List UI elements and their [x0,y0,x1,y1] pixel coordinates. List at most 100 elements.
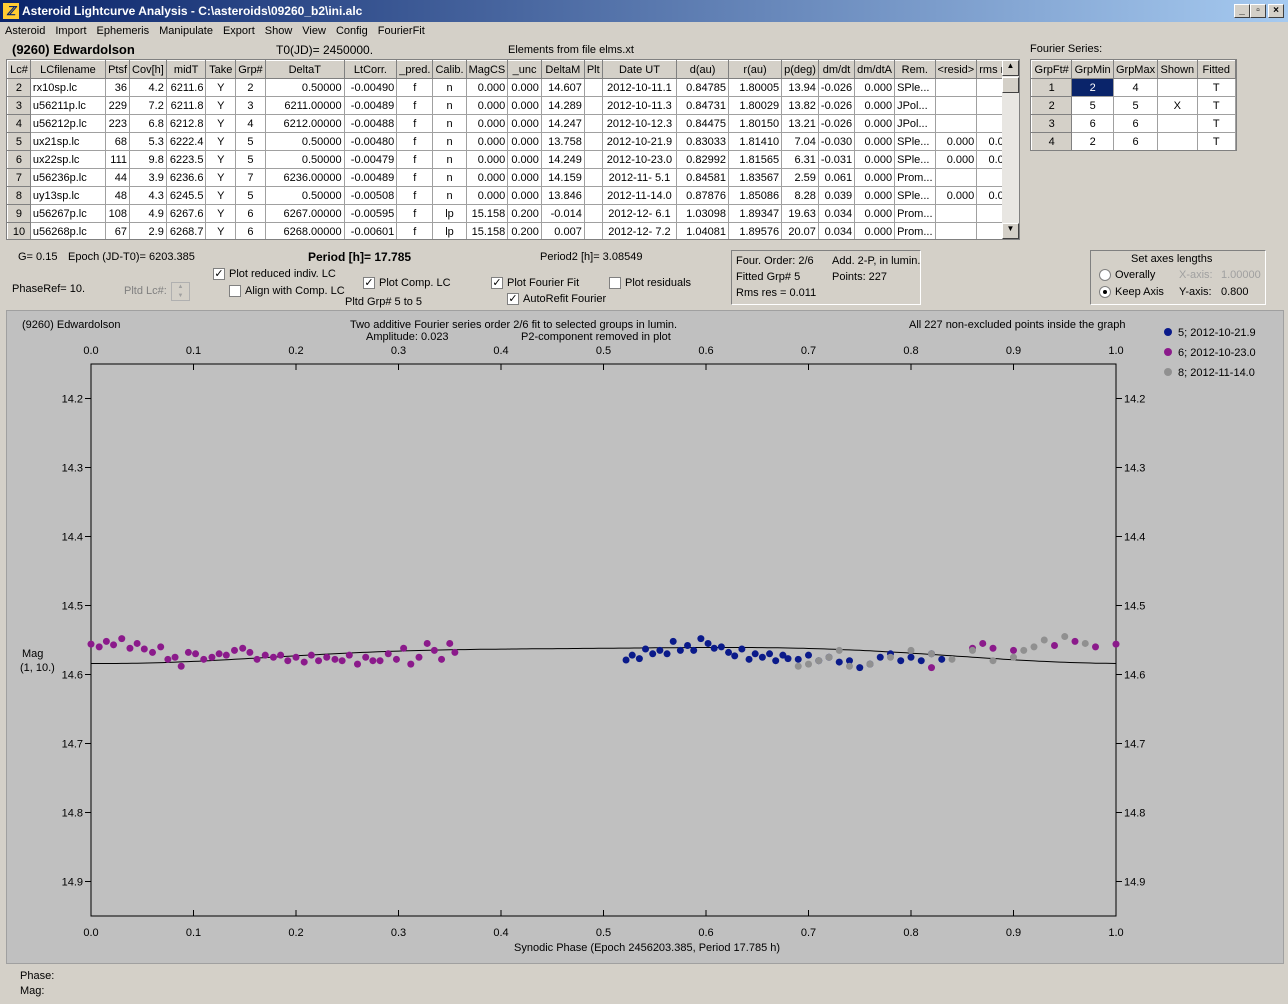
lc-table-row[interactable]: 3 u56211p.lc 229 7.2 6211.8 Y 3 6211.00000 -0.00… [7,96,1019,115]
lc-cell[interactable]: 2012-10-21.9 [601,132,678,151]
lc-cell[interactable]: 6236.6 [165,168,207,187]
lc-col-header[interactable]: LtCorr. [343,60,398,79]
lc-cell[interactable]: 2012-12- 7.2 [601,222,678,239]
lc-cell[interactable]: 2012-12- 6.1 [601,204,678,223]
overally-radio[interactable]: Overally [1099,269,1155,282]
lc-cell[interactable]: 0.87876 [676,186,729,205]
lc-cell[interactable]: 1.03098 [676,204,729,223]
lc-table-row[interactable]: 6 ux22sp.lc 111 9.8 6223.5 Y 5 0.50000 -0.00479 f… [7,150,1019,169]
fourier-col-header[interactable]: GrpFt# [1031,60,1073,79]
lc-cell[interactable]: 48 [105,186,131,205]
lc-col-header[interactable]: dm/dt [817,60,856,79]
lc-cell[interactable]: 6223.5 [165,150,207,169]
lc-cell[interactable]: 13.94 [781,78,819,97]
menu-manipulate[interactable]: Manipulate [159,25,213,37]
plot-area[interactable] [6,310,1284,964]
lc-cell[interactable]: 0.007 [540,222,585,239]
lc-cell[interactable]: n [432,96,467,115]
lc-col-header[interactable]: Take [205,60,237,79]
lc-row-header[interactable]: 6 [7,150,31,169]
fourier-cell[interactable]: T [1196,132,1236,150]
lc-cell[interactable]: lp [432,222,467,239]
lc-cell[interactable]: JPol... [894,114,936,133]
plot-comp-checkbox[interactable]: ✓ Plot Comp. LC [363,277,451,290]
lc-cell[interactable]: 0.034 [817,222,856,239]
lc-cell[interactable]: 0.000 [854,78,896,97]
lc-cell[interactable]: 14.247 [540,114,585,133]
lc-col-header[interactable]: dm/dtA [854,60,896,79]
menu-ephemeris[interactable]: Ephemeris [96,25,150,37]
menu-show[interactable]: Show [264,25,293,37]
menu-config[interactable]: Config [335,25,368,37]
lc-cell[interactable]: 0.000 [507,150,542,169]
lc-cell[interactable]: ux21sp.lc [29,132,107,151]
lc-row-header[interactable]: 3 [7,96,31,115]
fourier-row-header[interactable]: 4 [1031,132,1073,150]
lc-cell[interactable]: u56268p.lc [29,222,107,239]
lc-cell[interactable]: 6245.5 [165,186,207,205]
fourier-row-header[interactable]: 3 [1031,114,1073,133]
lc-cell[interactable]: 2012-11- 5.1 [601,168,678,187]
lc-cell[interactable]: 4.3 [129,186,167,205]
lc-col-header[interactable]: p(deg) [781,60,819,79]
lc-cell[interactable]: 15.158 [465,222,509,239]
lc-cell[interactable]: 19.63 [781,204,819,223]
lc-cell[interactable]: -0.00479 [343,150,398,169]
lc-cell[interactable]: -0.00488 [343,114,398,133]
lc-cell[interactable]: 0.200 [507,222,542,239]
fourier-col-header[interactable]: Fitted [1196,60,1236,79]
pltd-lc-spinner[interactable]: ▲ ▼ [171,282,190,301]
fourier-cell[interactable]: X [1157,96,1198,115]
lc-table-row[interactable]: 2 rx10sp.lc 36 4.2 6211.6 Y 2 0.50000 -0.00490 f n… [7,78,1019,97]
lc-cell[interactable]: f [396,222,434,239]
lc-cell[interactable]: 0.061 [817,168,856,187]
lc-cell[interactable]: 14.159 [540,168,585,187]
lc-cell[interactable]: 6268.00000 [264,222,345,239]
lc-cell[interactable]: -0.00490 [343,78,398,97]
lc-cell[interactable]: 13.82 [781,96,819,115]
scroll-up-arrow-icon[interactable]: ▲ [1002,60,1019,76]
lc-cell[interactable]: -0.00508 [343,186,398,205]
plot-reduced-checkbox[interactable]: ✓ Plot reduced indiv. LC [213,268,336,281]
lc-cell[interactable]: 0.000 [465,168,509,187]
lc-cell[interactable]: 14.607 [540,78,585,97]
lc-cell[interactable]: 2012-10-23.0 [601,150,678,169]
minimize-button[interactable]: _ [1234,4,1250,18]
fourier-col-header[interactable]: Shown [1157,60,1198,79]
lc-cell[interactable]: ux22sp.lc [29,150,107,169]
lc-cell[interactable]: Prom... [894,204,936,223]
lc-cell[interactable]: JPol... [894,96,936,115]
lc-cell[interactable]: 6211.6 [165,78,207,97]
lc-cell[interactable]: 6212.8 [165,114,207,133]
lc-cell[interactable]: 4.2 [129,78,167,97]
fourier-cell[interactable]: T [1196,78,1236,97]
lc-cell[interactable]: 0.84475 [676,114,729,133]
lc-cell[interactable]: 6268.7 [165,222,207,239]
lc-cell[interactable]: 229 [105,96,131,115]
lc-table-row[interactable]: 4 u56212p.lc 223 6.8 6212.8 Y 4 6212.00000 -0.00… [7,114,1019,133]
lc-cell[interactable]: -0.030 [817,132,856,151]
lc-cell[interactable]: 0.82992 [676,150,729,169]
lc-cell[interactable]: 0.000 [465,96,509,115]
lc-cell[interactable]: 0.000 [465,114,509,133]
fourier-row-header[interactable]: 1 [1031,78,1073,97]
keep-axis-radio[interactable]: Keep Axis [1099,286,1164,299]
lc-cell[interactable]: 15.158 [465,204,509,223]
lc-cell[interactable]: 2.59 [781,168,819,187]
scroll-down-arrow-icon[interactable]: ▼ [1002,223,1019,239]
close-button[interactable]: × [1268,4,1284,18]
fourier-row-header[interactable]: 2 [1031,96,1073,115]
fourier-col-header[interactable]: GrpMin [1071,60,1114,79]
lc-col-header[interactable]: Grp# [235,60,266,79]
autorefit-checkbox[interactable]: ✓ AutoRefit Fourier [507,293,606,306]
lc-cell[interactable]: 0.000 [854,114,896,133]
lc-col-header[interactable]: Cov[h] [129,60,167,79]
lc-cell[interactable]: 1.81565 [727,150,783,169]
y-axis-value[interactable]: 0.800 [1221,286,1249,298]
lc-col-header[interactable]: MagCS [465,60,509,79]
lc-cell[interactable]: 0.039 [817,186,856,205]
menu-fourierfit[interactable]: FourierFit [377,25,425,37]
lc-cell[interactable]: Prom... [894,222,936,239]
